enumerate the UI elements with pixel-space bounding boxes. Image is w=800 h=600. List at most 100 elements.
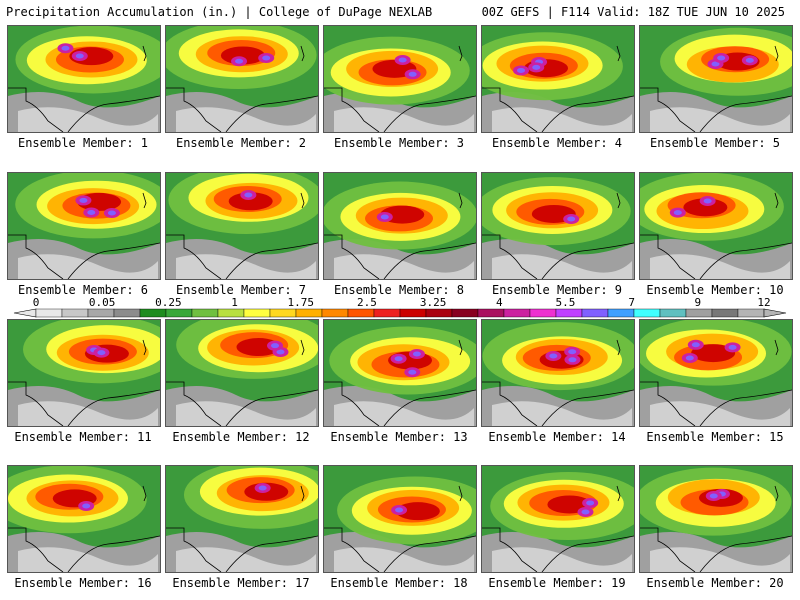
state-border: [324, 381, 380, 426]
colorbar-tick-label: 3.25: [420, 296, 447, 309]
ensemble-member-label: Ensemble Member: 3: [333, 136, 465, 150]
colorbar-swatch: [217, 308, 245, 318]
colorbar-swatch: [607, 308, 635, 318]
precipitation-map: [482, 466, 634, 572]
colorbar-tick-label: 12: [757, 296, 770, 309]
colorbar-swatch: [581, 308, 609, 318]
ensemble-member-map: [165, 319, 319, 427]
precipitation-map: [482, 173, 634, 279]
state-border: [324, 87, 380, 132]
precipitation-map: [640, 26, 792, 132]
ensemble-member-map: [639, 319, 793, 427]
colorbar-swatch: [477, 308, 505, 318]
coastline: [383, 242, 476, 279]
ensemble-member-map: [165, 172, 319, 280]
colorbar-tick-label: 4: [496, 296, 503, 309]
colorbar-swatch: [191, 308, 219, 318]
state-border: [166, 381, 222, 426]
ensemble-member-label: Ensemble Member: 14: [488, 430, 626, 444]
colorbar-swatch: [633, 308, 661, 318]
colorbar-swatch: [555, 308, 583, 318]
state-border: [166, 234, 222, 279]
coastline: [67, 389, 160, 426]
ensemble-member-map: [481, 319, 635, 427]
ensemble-member-map: [639, 25, 793, 133]
coastline: [699, 535, 792, 572]
colorbar-swatch: [295, 308, 323, 318]
ensemble-member-map: [7, 172, 161, 280]
colorbar-tick-label: 0: [33, 296, 40, 309]
precipitation-map: [324, 26, 476, 132]
colorbar-swatch: [347, 308, 375, 318]
state-border: [482, 234, 538, 279]
precipitation-colorbar: 0 0.05 0.25 1 1.75 2.5 3.25 4 5.5 7 9 12: [13, 296, 787, 318]
colorbar-swatch: [529, 308, 557, 318]
precipitation-map: [166, 173, 318, 279]
colorbar-max-arrow: [763, 308, 787, 318]
precipitation-map: [482, 26, 634, 132]
precipitation-map: [640, 466, 792, 572]
state-border: [324, 234, 380, 279]
coastline: [225, 95, 318, 132]
state-border: [640, 381, 696, 426]
ensemble-member-label: Ensemble Member: 10: [646, 283, 784, 297]
ensemble-member-map: [7, 25, 161, 133]
coastline: [383, 535, 476, 572]
ensemble-member-map: [7, 465, 161, 573]
coastline: [699, 242, 792, 279]
ensemble-member-map: [7, 319, 161, 427]
coastline: [541, 95, 634, 132]
state-border: [482, 527, 538, 572]
coastline: [67, 95, 160, 132]
ensemble-member-label: Ensemble Member: 19: [488, 576, 626, 590]
coastline: [541, 389, 634, 426]
coastline: [67, 535, 160, 572]
precipitation-map: [324, 173, 476, 279]
coastline: [225, 242, 318, 279]
state-border: [482, 87, 538, 132]
ensemble-member-map: [481, 465, 635, 573]
colorbar-swatch: [87, 308, 115, 318]
ensemble-member-label: Ensemble Member: 4: [491, 136, 623, 150]
coastline: [383, 95, 476, 132]
precipitation-map: [166, 466, 318, 572]
ensemble-member-label: Ensemble Member: 9: [491, 283, 623, 297]
coastline: [383, 389, 476, 426]
state-border: [8, 234, 64, 279]
ensemble-member-label: Ensemble Member: 1: [17, 136, 149, 150]
state-border: [482, 381, 538, 426]
colorbar-swatch: [35, 308, 63, 318]
colorbar-swatch: [399, 308, 427, 318]
ensemble-member-label: Ensemble Member: 7: [175, 283, 307, 297]
precipitation-map: [640, 320, 792, 426]
ensemble-member-label: Ensemble Member: 6: [17, 283, 149, 297]
colorbar-tick-label: 1.75: [287, 296, 314, 309]
state-border: [8, 87, 64, 132]
precipitation-map: [324, 320, 476, 426]
ensemble-member-map: [481, 172, 635, 280]
precipitation-map: [166, 320, 318, 426]
colorbar-swatch: [165, 308, 193, 318]
colorbar-swatch: [269, 308, 297, 318]
ensemble-member-label: Ensemble Member: 8: [333, 283, 465, 297]
state-border: [8, 527, 64, 572]
colorbar-swatch: [139, 308, 167, 318]
ensemble-member-map: [639, 465, 793, 573]
colorbar-tick-label: 0.05: [89, 296, 116, 309]
precipitation-map: [8, 320, 160, 426]
colorbar-tick-label: 9: [695, 296, 702, 309]
state-border: [640, 234, 696, 279]
colorbar-min-arrow: [13, 308, 37, 318]
state-border: [640, 527, 696, 572]
precipitation-map: [8, 173, 160, 279]
precipitation-map: [8, 26, 160, 132]
ensemble-member-label: Ensemble Member: 2: [175, 136, 307, 150]
coastline: [541, 242, 634, 279]
colorbar-swatch: [373, 308, 401, 318]
state-border: [166, 87, 222, 132]
colorbar-swatch: [711, 308, 739, 318]
colorbar-tick-label: 1: [231, 296, 238, 309]
ensemble-member-map: [481, 25, 635, 133]
state-border: [166, 527, 222, 572]
ensemble-member-map: [639, 172, 793, 280]
